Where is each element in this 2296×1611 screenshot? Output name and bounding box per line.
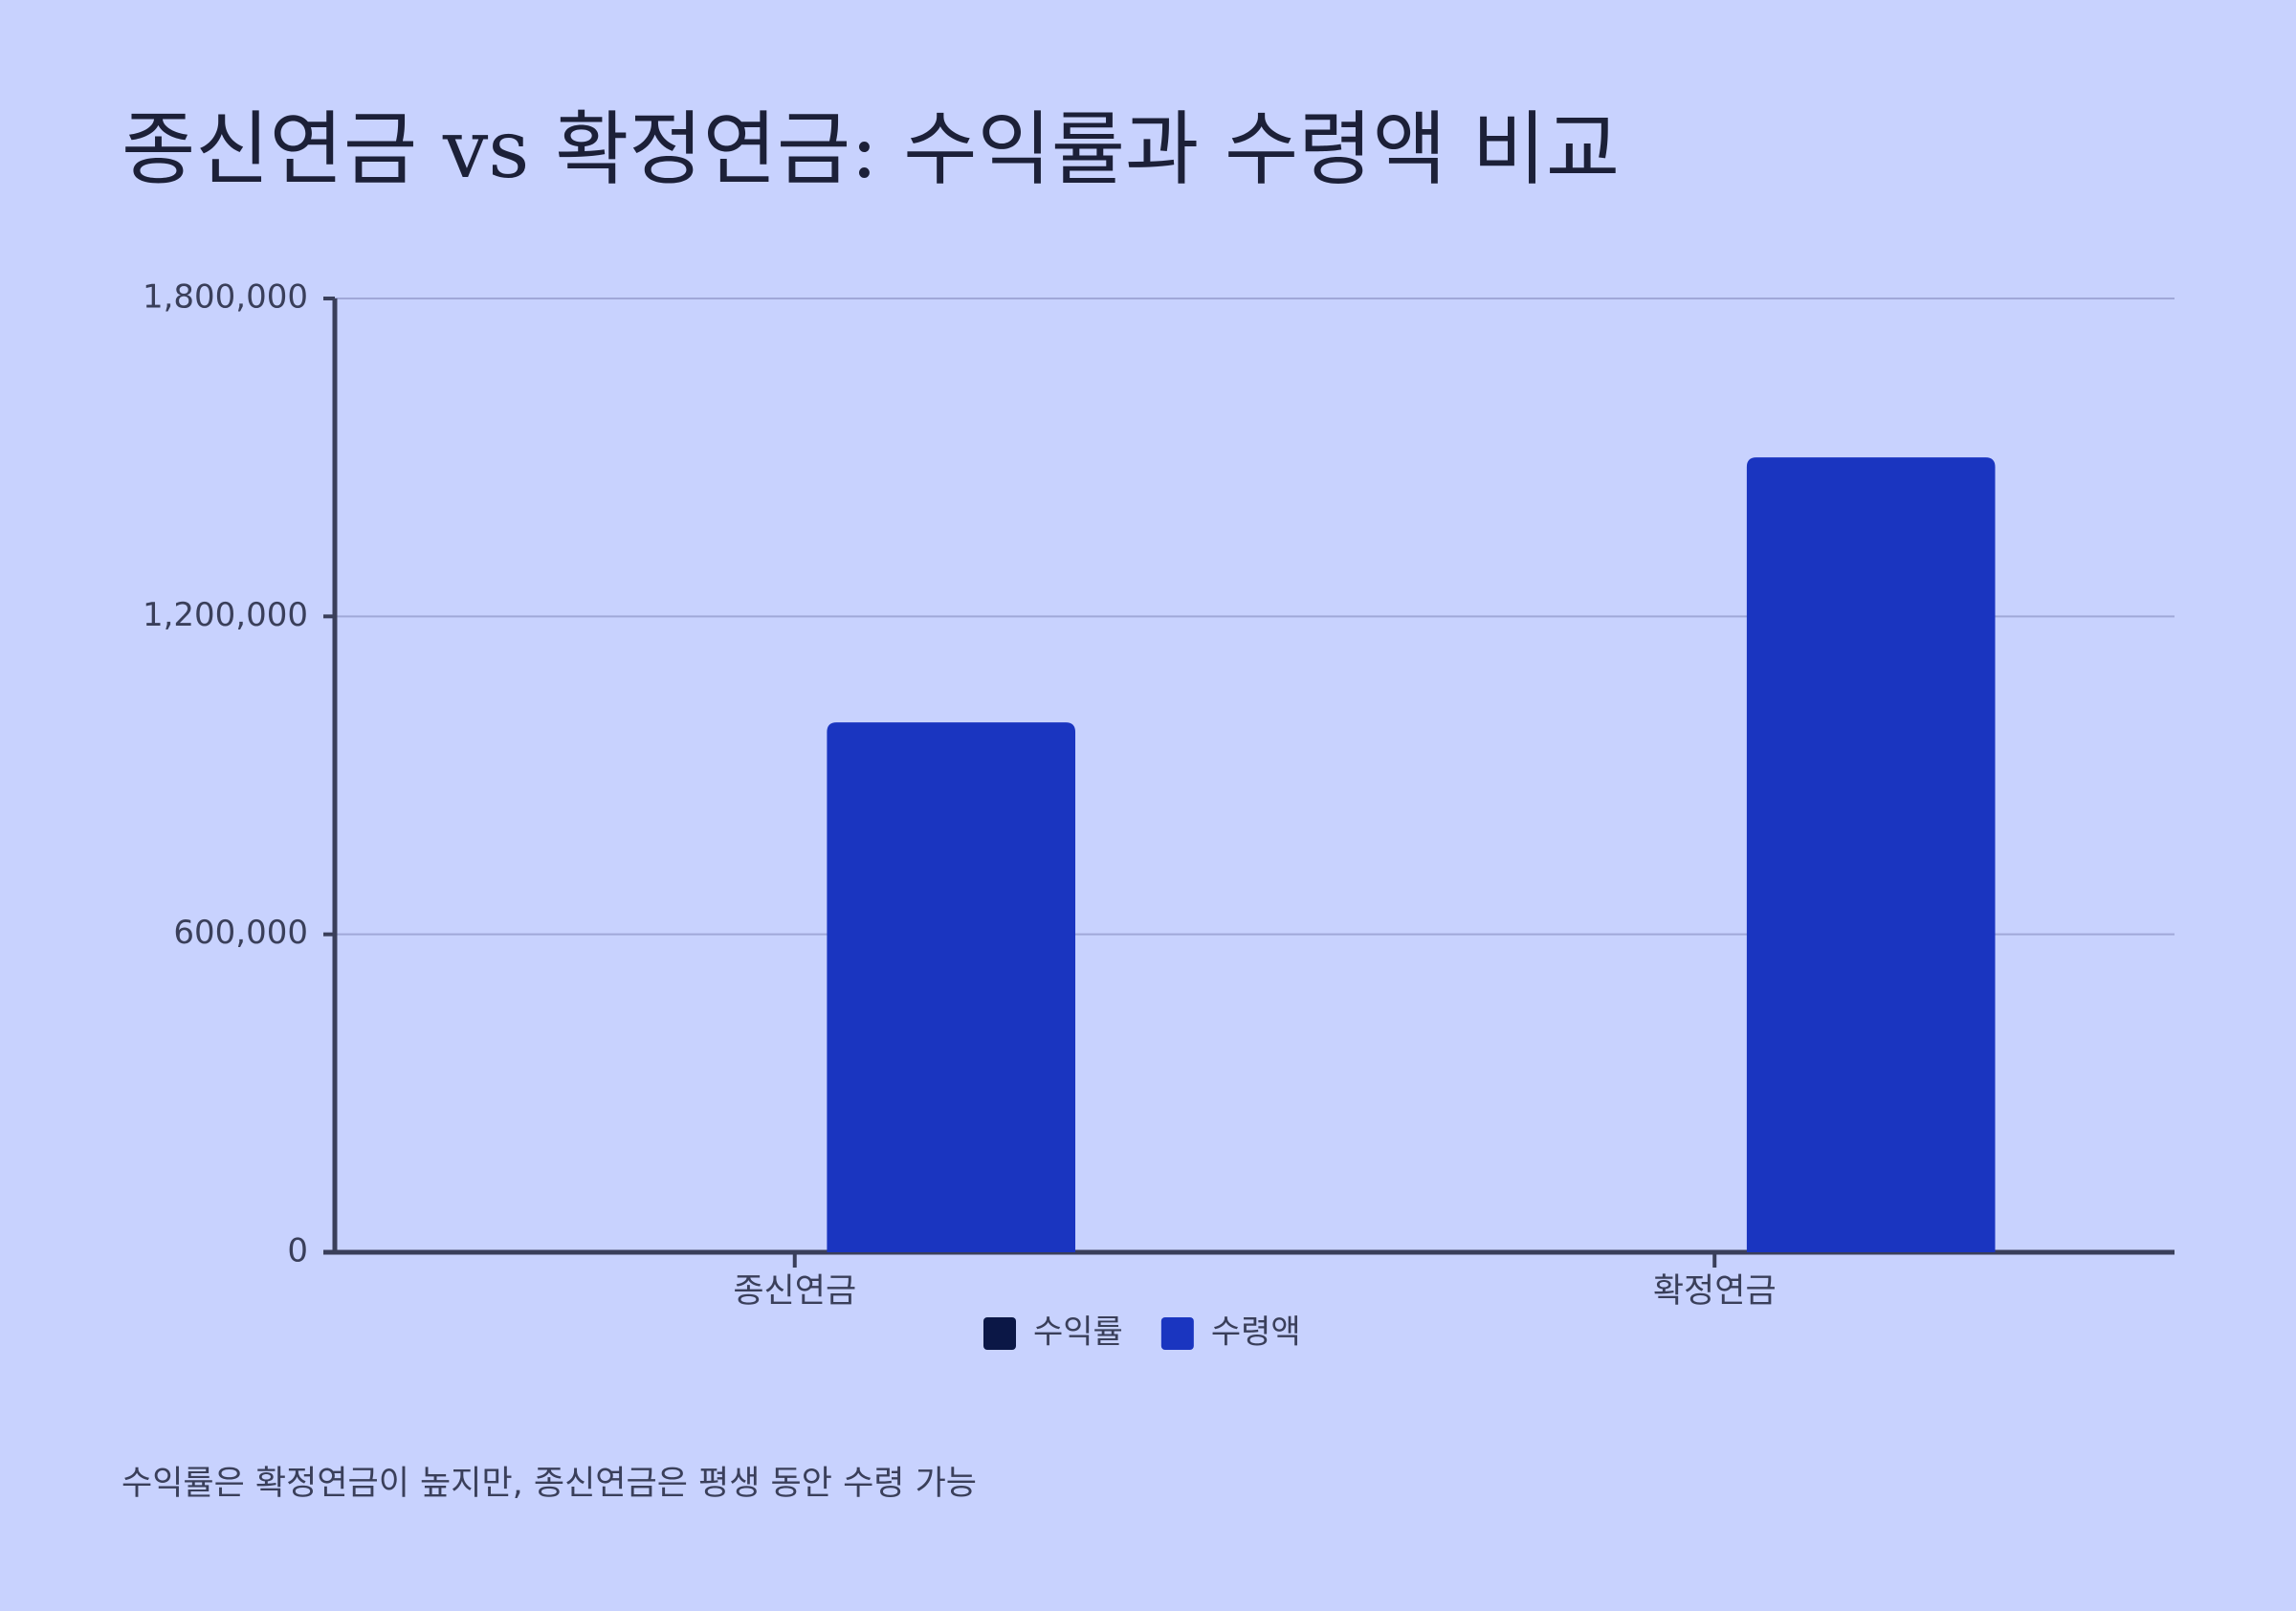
legend-swatch [983,1317,1016,1350]
bar [827,722,1076,1252]
legend-label: 수령액 [1211,1313,1301,1352]
bar [1746,457,1996,1253]
y-tick-label: 0 [287,1232,308,1270]
x-tick-label: 확정연금 [1653,1272,1777,1311]
y-tick-label: 1,200,000 [143,596,308,634]
x-tick-label: 종신연금 [733,1272,856,1311]
legend-swatch [1160,1317,1194,1350]
chart-note: 수익률은 확정연금이 높지만, 종신연금은 평생 동안 수령 가능 [121,1465,977,1503]
legend-label: 수익률 [1033,1313,1123,1352]
y-tick-label: 600,000 [173,914,308,952]
y-tick-label: 1,800,000 [143,278,308,317]
chart-title: 종신연금 vs 확정연금: 수익률과 수령액 비교 [121,102,1620,196]
